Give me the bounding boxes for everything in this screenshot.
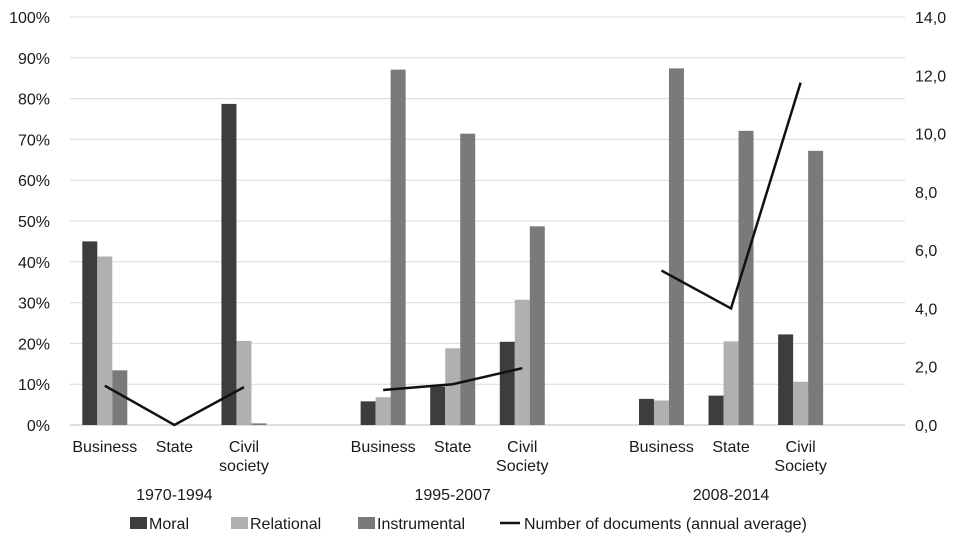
legend: Moral Relational Instrumental Number of doc…	[130, 516, 807, 533]
left-axis: 0% 10% 20% 30% 40% 50% 60% 70% 80% 90% 100%	[9, 10, 50, 435]
bar-instrumental	[668, 68, 684, 426]
right-tick-label: 14,0	[915, 10, 946, 27]
right-tick-label: 2,0	[915, 360, 937, 377]
left-tick-label: 90%	[18, 51, 50, 68]
bar-instrumental	[112, 370, 128, 425]
category-label: Civil society	[219, 439, 269, 475]
right-tick-label: 10,0	[915, 127, 946, 144]
category-label: State	[434, 439, 471, 456]
right-axis: 0,0 2,0 4,0 6,0 8,0 10,0 12,0 14,0	[915, 10, 946, 435]
left-tick-label: 0%	[27, 418, 50, 435]
right-tick-label: 6,0	[915, 243, 937, 260]
left-tick-label: 60%	[18, 173, 50, 190]
category-label: Business	[351, 439, 416, 456]
legend-label: Number of documents (annual average)	[524, 516, 807, 533]
bar-relational	[514, 299, 530, 425]
documents-line	[660, 82, 802, 311]
legend-label: Relational	[250, 516, 321, 533]
bar-relational	[723, 341, 739, 425]
category-labels: Business State Civil society Business State Ci…	[72, 439, 827, 475]
bar-instrumental	[251, 423, 267, 425]
group-label: 1995-2007	[414, 487, 491, 504]
legend-swatch-relational	[231, 517, 248, 529]
gridlines	[70, 16, 905, 426]
bar-instrumental	[529, 226, 545, 425]
bar-relational	[97, 256, 113, 425]
category-label: State	[712, 439, 749, 456]
left-tick-label: 50%	[18, 214, 50, 231]
documents-line	[383, 366, 523, 392]
legend-label: Moral	[149, 516, 189, 533]
bar-relational	[375, 397, 391, 425]
legend-swatch-instrumental	[358, 517, 375, 529]
left-tick-label: 30%	[18, 296, 50, 313]
right-tick-label: 4,0	[915, 301, 937, 318]
bar-moral	[638, 398, 654, 425]
category-label: Civil Society	[774, 439, 826, 475]
bar-moral	[221, 103, 237, 426]
left-tick-label: 10%	[18, 377, 50, 394]
bar-instrumental	[460, 133, 476, 426]
bar-instrumental	[390, 69, 406, 425]
bar-relational	[653, 400, 669, 425]
bar-moral	[82, 241, 98, 425]
bar-instrumental	[808, 150, 824, 425]
category-label: Civil Society	[496, 439, 548, 475]
bar-relational	[793, 381, 809, 425]
left-tick-label: 40%	[18, 255, 50, 272]
bar-moral	[778, 334, 794, 425]
left-tick-label: 80%	[18, 92, 50, 109]
right-tick-label: 8,0	[915, 185, 937, 202]
bar-moral	[708, 395, 724, 425]
left-tick-label: 70%	[18, 132, 50, 149]
bar-moral	[360, 401, 376, 425]
group-label: 1970-1994	[136, 487, 213, 504]
left-tick-label: 20%	[18, 336, 50, 353]
bar-relational	[236, 340, 252, 425]
group-labels: 1970-1994 1995-2007 2008-2014	[136, 487, 769, 504]
document-lines	[104, 82, 802, 427]
bar-moral	[499, 341, 515, 425]
legend-swatch-moral	[130, 517, 147, 529]
bars	[82, 68, 824, 426]
right-tick-label: 12,0	[915, 68, 946, 85]
category-label: Business	[629, 439, 694, 456]
group-label: 2008-2014	[693, 487, 770, 504]
category-label: State	[156, 439, 193, 456]
legend-label: Instrumental	[377, 516, 465, 533]
bar-instrumental	[738, 130, 754, 425]
left-tick-label: 100%	[9, 10, 50, 27]
bar-relational	[445, 348, 461, 425]
bar-moral	[430, 386, 446, 425]
category-label: Business	[72, 439, 137, 456]
right-tick-label: 0,0	[915, 418, 937, 435]
documents-line	[104, 384, 245, 427]
